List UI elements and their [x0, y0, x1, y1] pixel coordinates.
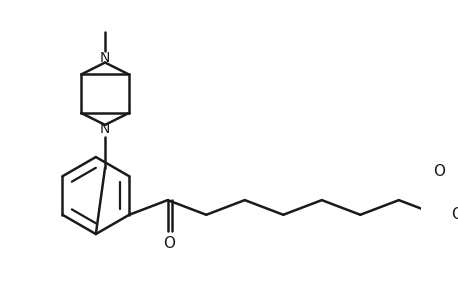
Text: O: O — [433, 164, 445, 179]
Text: O: O — [452, 207, 458, 222]
Text: N: N — [100, 122, 110, 136]
Text: N: N — [100, 51, 110, 65]
Text: O: O — [164, 236, 175, 251]
